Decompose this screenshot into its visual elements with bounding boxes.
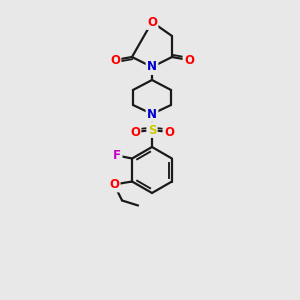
Text: O: O — [110, 53, 120, 67]
Text: O: O — [130, 125, 140, 139]
Text: O: O — [164, 125, 174, 139]
Text: F: F — [113, 149, 121, 162]
Text: N: N — [147, 107, 157, 121]
Text: N: N — [147, 61, 157, 74]
Text: O: O — [147, 16, 157, 28]
Text: O: O — [109, 178, 119, 191]
Text: O: O — [184, 53, 194, 67]
Text: S: S — [148, 124, 156, 136]
